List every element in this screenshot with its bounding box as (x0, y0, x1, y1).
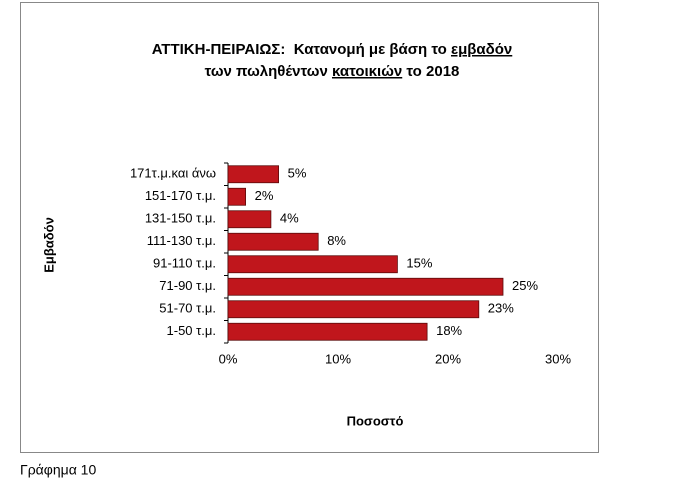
bar (227, 255, 398, 274)
y-tick-label: 71-90 τ.μ. (159, 278, 216, 293)
bar (227, 232, 319, 251)
x-tick-label: 30% (545, 351, 571, 366)
x-tick-label: 0% (219, 351, 238, 366)
y-tick-label: 151-170 τ.μ. (145, 188, 216, 203)
bar (227, 187, 247, 206)
chart-title: των πωληθέντων κατοικιών το 2018 (205, 63, 460, 80)
value-label: 23% (488, 301, 514, 316)
bar (227, 277, 504, 296)
y-axis-label: Εμβαδόν (41, 217, 56, 273)
x-tick-label: 10% (325, 351, 351, 366)
y-tick-label: 171τ.μ.και άνω (130, 166, 216, 181)
value-label: 8% (327, 233, 346, 248)
title-part: κατοικιών (332, 63, 402, 80)
y-tick-label: 111-130 τ.μ. (147, 233, 216, 248)
y-tick-label: 91-110 τ.μ. (153, 256, 216, 271)
value-label: 18% (436, 323, 462, 338)
title-part: το 2018 (402, 63, 459, 80)
x-tick-label: 20% (435, 351, 461, 366)
bar (227, 300, 480, 319)
bar (227, 165, 279, 184)
chart-title: ΑΤΤΙΚΗ-ΠΕΙΡΑΙΩΣ: Κατανομή με βάση το εμβ… (152, 41, 513, 58)
chart-frame (20, 2, 599, 453)
value-label: 4% (280, 211, 299, 226)
y-tick-label: 51-70 τ.μ. (159, 301, 216, 316)
x-axis-label: Ποσοστό (347, 413, 404, 428)
value-label: 25% (512, 278, 538, 293)
title-part: ΑΤΤΙΚΗ-ΠΕΙΡΑΙΩΣ: Κατανομή με βάση το (152, 41, 451, 58)
value-label: 2% (255, 188, 274, 203)
caption: Γράφημα 10 (20, 462, 96, 478)
title-part: εμβαδόν (451, 41, 512, 58)
title-part: των πωληθέντων (205, 63, 332, 80)
bar (227, 210, 272, 229)
bar (227, 322, 428, 341)
y-tick-label: 1-50 τ.μ. (167, 323, 216, 338)
value-label: 5% (288, 166, 307, 181)
value-label: 15% (406, 256, 432, 271)
y-tick-label: 131-150 τ.μ. (145, 211, 216, 226)
